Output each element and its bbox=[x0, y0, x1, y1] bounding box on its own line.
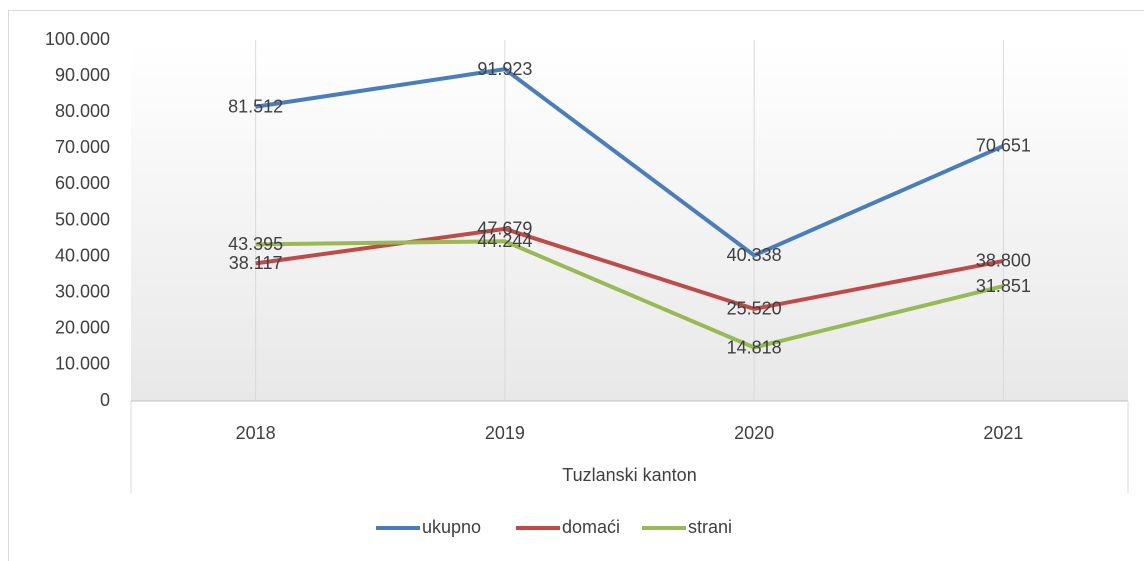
y-tick-label: 0 bbox=[100, 390, 110, 410]
data-label: 43.395 bbox=[228, 234, 283, 254]
legend-label: ukupno bbox=[422, 517, 481, 537]
data-label: 70.651 bbox=[976, 136, 1031, 156]
y-tick-label: 20.000 bbox=[55, 318, 110, 338]
x-tick-label: 2020 bbox=[734, 423, 774, 443]
data-label: 47.679 bbox=[477, 219, 532, 239]
y-tick-label: 70.000 bbox=[55, 137, 110, 157]
legend-label: strani bbox=[688, 517, 732, 537]
data-label: 91.923 bbox=[477, 59, 532, 79]
data-label: 31.851 bbox=[976, 276, 1031, 296]
data-label: 25.520 bbox=[727, 299, 782, 319]
y-tick-label: 10.000 bbox=[55, 354, 110, 374]
series-line bbox=[255, 226, 1004, 311]
legend-label: domaći bbox=[562, 517, 620, 537]
y-tick-label: 60.000 bbox=[55, 173, 110, 193]
y-tick-label: 100.000 bbox=[45, 29, 110, 49]
data-label: 44.244 bbox=[477, 231, 532, 251]
y-tick-label: 80.000 bbox=[55, 101, 110, 121]
y-tick-label: 50.000 bbox=[55, 209, 110, 229]
group-label: Tuzlanski kanton bbox=[562, 465, 696, 485]
x-tick-label: 2021 bbox=[983, 423, 1023, 443]
plot-area bbox=[131, 40, 1128, 401]
y-tick-label: 30.000 bbox=[55, 281, 110, 301]
y-tick-label: 40.000 bbox=[55, 245, 110, 265]
data-label: 40.338 bbox=[727, 245, 782, 265]
y-tick-label: 90.000 bbox=[55, 65, 110, 85]
series-line bbox=[255, 67, 1005, 258]
series-line bbox=[255, 239, 1004, 350]
x-tick-label: 2018 bbox=[236, 423, 276, 443]
chart-border bbox=[8, 10, 1144, 561]
data-label: 14.818 bbox=[727, 337, 782, 357]
data-label: 38.117 bbox=[229, 253, 283, 273]
data-label: 38.800 bbox=[976, 251, 1031, 271]
x-tick-label: 2019 bbox=[485, 423, 525, 443]
data-label: 81.512 bbox=[228, 96, 283, 116]
